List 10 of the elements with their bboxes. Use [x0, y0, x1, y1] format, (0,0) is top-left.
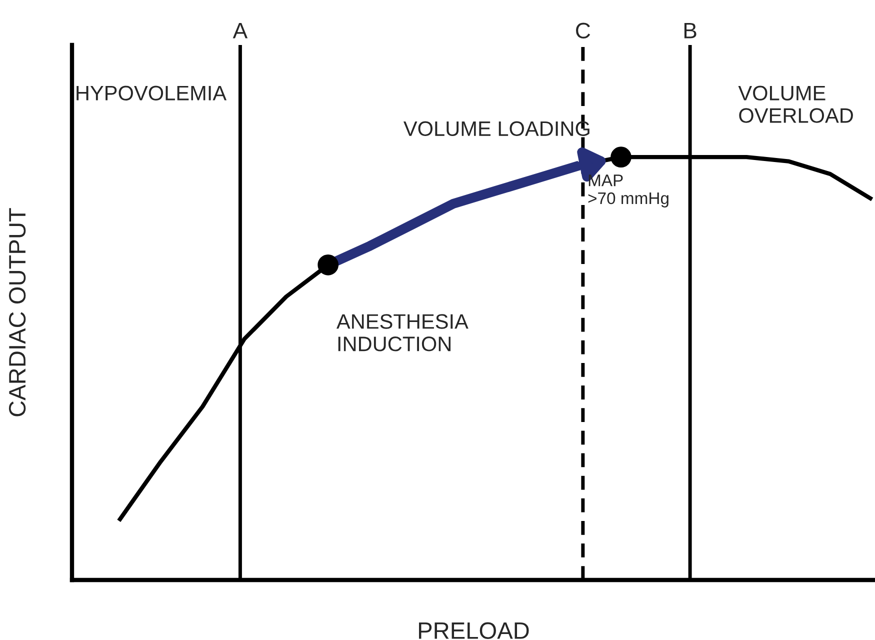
text: A — [232, 22, 248, 38]
annotation: MAP >70 mmHg — [588, 174, 668, 208]
annotation: ANESTHESIA INDUCTION — [336, 314, 468, 352]
text: C — [576, 22, 590, 38]
text: HYPOVOLEMIA — [76, 86, 227, 100]
text: B — [684, 22, 696, 38]
y-axis-title: CARDIAC OUTPUT — [8, 208, 26, 416]
x-axis-title: PRELOAD — [419, 622, 529, 640]
text: VOLUME OVERLOAD — [738, 86, 853, 123]
text: VOLUME LOADING — [404, 121, 590, 136]
